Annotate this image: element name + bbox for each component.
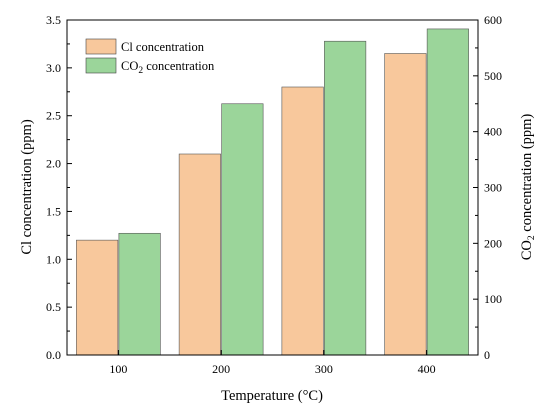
x-tick-label: 400 <box>418 362 436 376</box>
y-axis-title-right: CO2 concentration (ppm) <box>519 114 537 261</box>
y-left-tick-label: 0.5 <box>46 300 61 314</box>
right-title-sub: 2 <box>527 235 537 240</box>
bar-co2-200 <box>221 103 264 356</box>
legend-co2-suffix: concentration <box>143 59 215 73</box>
y-right-tick-label: 200 <box>484 236 502 250</box>
y-left-tick-label: 0.0 <box>46 348 61 362</box>
legend-label-co2: CO2 concentration <box>121 59 215 76</box>
y-right-tick-label: 400 <box>484 125 502 139</box>
y-right-tick-label: 600 <box>484 13 502 27</box>
bar-cl-100 <box>76 239 119 356</box>
y-axis-title-left: Cl concentration (ppm) <box>19 119 35 254</box>
legend-co2-prefix: CO <box>121 59 138 73</box>
x-axis-title: Temperature (°C) <box>221 388 323 404</box>
right-title-suffix: concentration (ppm) <box>519 114 535 236</box>
right-title-prefix: CO <box>519 240 535 260</box>
bar-co2-100 <box>118 232 161 356</box>
y-left-tick-label: 3.0 <box>46 61 61 75</box>
ticks-group: 0.0 0.5 1.0 1.5 2.0 2.5 3.0 3.5 0 100 200 300 400 500… <box>46 13 502 376</box>
bar-cl-300 <box>281 86 324 356</box>
legend-swatch-co2 <box>85 57 117 74</box>
y-left-tick-label: 1.0 <box>46 252 61 266</box>
y-right-tick-label: 300 <box>484 181 502 195</box>
x-tick-label: 200 <box>212 362 230 376</box>
x-tick-label: 100 <box>109 362 127 376</box>
legend: Cl concentration CO2 concentration <box>85 38 215 76</box>
y-left-tick-label: 2.0 <box>46 157 61 171</box>
y-left-tick-label: 2.5 <box>46 109 61 123</box>
legend-swatch-cl <box>85 38 117 55</box>
y-left-tick-label: 1.5 <box>46 204 61 218</box>
bar-cl-200 <box>178 153 221 356</box>
bars-group <box>76 28 469 356</box>
bar-cl-400 <box>384 53 427 356</box>
y-right-tick-label: 100 <box>484 292 502 306</box>
x-tick-label: 300 <box>315 362 333 376</box>
legend-co2-sub: 2 <box>138 66 143 76</box>
bar-co2-400 <box>426 28 469 356</box>
legend-label-cl: Cl concentration <box>121 40 205 54</box>
y-right-tick-label: 0 <box>484 348 490 362</box>
y-left-tick-label: 3.5 <box>46 13 61 27</box>
bar-co2-300 <box>324 40 367 356</box>
y-right-tick-label: 500 <box>484 69 502 83</box>
